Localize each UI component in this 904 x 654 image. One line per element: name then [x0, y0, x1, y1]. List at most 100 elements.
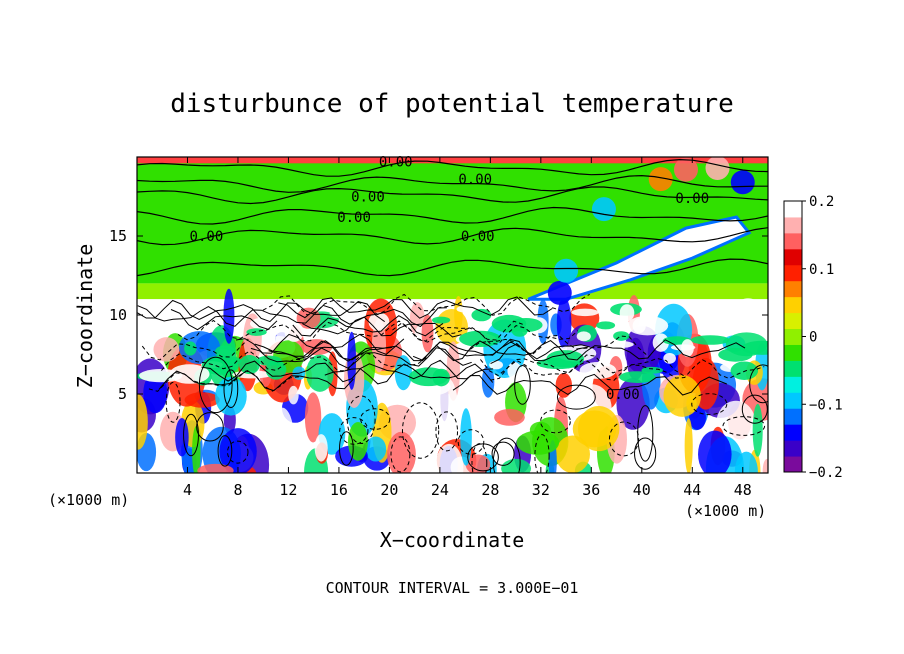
contour-line — [278, 296, 553, 319]
field-blob — [730, 170, 755, 195]
contour-line — [137, 158, 768, 177]
contour-line — [339, 417, 369, 445]
contour-line — [514, 365, 531, 405]
x-tick-label: 48 — [734, 481, 752, 499]
contour-line — [492, 437, 521, 473]
field-blob — [516, 430, 560, 455]
contour-line — [198, 356, 233, 414]
x-axis-ticks: 4 8 12 16 20 24 28 32 36 40 44 48 — [183, 157, 752, 499]
field-blob — [613, 331, 630, 341]
contour-line — [201, 359, 494, 383]
x-tick-label: 40 — [633, 481, 651, 499]
field-blob — [616, 377, 650, 430]
field-blob — [739, 317, 768, 334]
field-blob — [232, 370, 273, 379]
field-blob — [153, 337, 180, 362]
contour-line — [137, 227, 768, 246]
field-blob — [238, 355, 260, 375]
y-axis-label: Z−coordinate — [73, 244, 97, 389]
colorbar-cell — [784, 232, 802, 250]
field-blob — [304, 392, 322, 443]
plot-area: 0.000.000.000.000.00 0.000.000.00 4 8 12 16 2… — [109, 155, 769, 499]
colorbar-cell — [784, 264, 802, 282]
field-blob — [371, 318, 387, 373]
x-tick-label: 20 — [380, 481, 398, 499]
contour-line — [137, 299, 385, 323]
contour-line — [467, 443, 499, 472]
contour-line — [262, 293, 590, 316]
colorbar-cell — [784, 376, 802, 393]
field-blob — [670, 344, 696, 351]
field-blob — [734, 451, 758, 473]
colorbar-cell — [784, 408, 802, 425]
y-tick-label: 15 — [109, 227, 127, 245]
field-blob — [454, 295, 463, 332]
contour-line — [534, 434, 550, 473]
colorbar-cell — [784, 312, 802, 330]
contour-line — [741, 394, 768, 424]
x-unit-left: (×1000 m) — [48, 491, 129, 509]
contour-line — [435, 411, 459, 452]
contour-line — [158, 370, 354, 392]
contour-line — [346, 395, 376, 444]
contour-line — [491, 441, 515, 466]
colorbar-cell — [784, 392, 802, 409]
contour-line — [324, 363, 494, 385]
contour-line — [490, 359, 765, 381]
field-blob — [632, 318, 646, 334]
temperature-field — [137, 157, 768, 473]
field-blob — [648, 167, 673, 192]
field-blob — [365, 436, 387, 462]
field-blob — [730, 361, 759, 381]
contour-label: 0.00 — [458, 172, 492, 188]
field-blob — [547, 280, 572, 305]
chart-title: disturbunce of potential temperature — [170, 89, 734, 119]
field-blob — [705, 157, 730, 181]
colorbar-cells — [784, 201, 802, 473]
contour-line — [722, 416, 766, 436]
contour-line — [556, 384, 596, 410]
colorbar-tick-label: 0.1 — [809, 262, 834, 278]
field-blob — [752, 403, 763, 457]
colorbar-cell — [784, 248, 802, 266]
x-tick-label: 16 — [330, 481, 348, 499]
contour-line — [170, 309, 278, 331]
field-blob — [571, 308, 599, 317]
contour-line — [392, 322, 579, 345]
field-blob — [137, 394, 148, 450]
x-tick-label: 24 — [431, 481, 449, 499]
field-blob — [471, 308, 492, 322]
x-unit-right: (×1000 m) — [685, 502, 766, 520]
colorbar-cell — [784, 424, 802, 441]
field-blob — [572, 410, 617, 448]
contour-labels: 0.00 0.00 0.00 0.00 0.00 0.00 0.00 0.00 — [190, 155, 710, 403]
contour-line — [480, 354, 684, 377]
x-tick-label: 4 — [183, 481, 192, 499]
field-band — [137, 157, 768, 164]
y-tick-label: 10 — [109, 306, 127, 324]
contour-line — [292, 315, 444, 337]
field-blob — [546, 350, 585, 368]
field-blob — [673, 157, 698, 182]
colorbar-tick-label: 0.2 — [809, 194, 834, 210]
colorbar-tick-label: −0.2 — [809, 465, 843, 481]
x-tick-label: 36 — [582, 481, 600, 499]
x-axis-label: X−coordinate — [380, 528, 525, 552]
colorbar-cell — [784, 216, 802, 234]
contour-label: 0.00 — [379, 155, 413, 171]
colorbar-cell — [784, 280, 802, 298]
field-blob — [137, 337, 151, 352]
contour-line — [250, 347, 472, 369]
colorbar: 0.2 0.1 0 −0.1 −0.2 — [783, 194, 843, 481]
contour-line — [137, 174, 768, 193]
field-blob — [762, 458, 768, 473]
field-blob — [507, 361, 522, 380]
contour-label: 0.00 — [675, 191, 709, 207]
field-blob — [184, 341, 197, 356]
x-tick-label: 44 — [683, 481, 701, 499]
contour-line — [634, 437, 657, 470]
contour-label: 0.00 — [351, 190, 385, 206]
contour-lines — [137, 158, 768, 473]
field-blob — [511, 325, 528, 337]
